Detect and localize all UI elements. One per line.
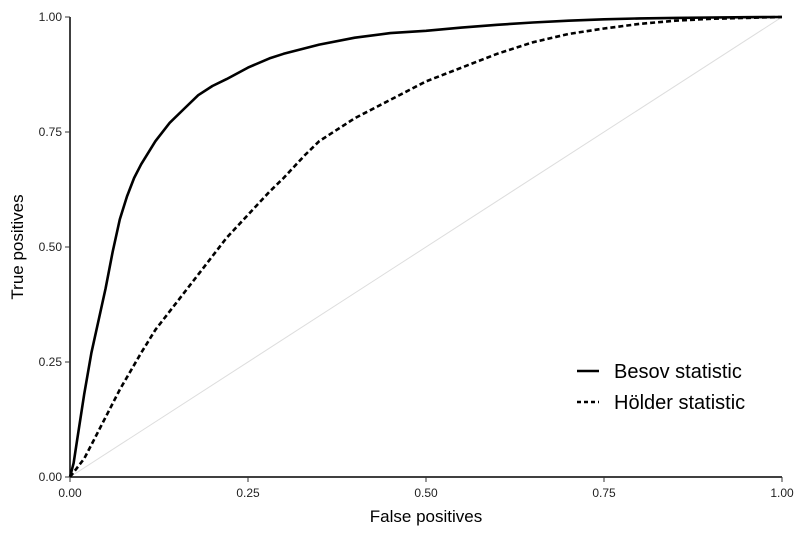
series-line-holder bbox=[68, 15, 783, 478]
series-line-besov bbox=[68, 15, 783, 478]
y-tick-label: 1.00 bbox=[39, 10, 63, 24]
x-axis-title: False positives bbox=[370, 507, 482, 526]
y-tick-label: 0.00 bbox=[39, 470, 63, 484]
x-tick-label: 1.00 bbox=[770, 486, 794, 500]
x-tick-label: 0.75 bbox=[592, 486, 616, 500]
y-tick-label: 0.25 bbox=[39, 355, 63, 369]
reference-diagonal-line bbox=[69, 16, 783, 478]
plot-area bbox=[68, 15, 783, 478]
x-tick-label: 0.00 bbox=[58, 486, 82, 500]
legend-label-holder: Hölder statistic bbox=[614, 392, 745, 414]
legend-label-besov: Besov statistic bbox=[614, 361, 742, 383]
x-tick-label: 0.25 bbox=[236, 486, 260, 500]
y-axis-title: True positives bbox=[8, 194, 27, 299]
y-tick-label: 0.75 bbox=[39, 125, 63, 139]
axes: 0.00 0.25 0.50 0.75 1.00 0.00 0.25 0.50 0.75 1.00 bbox=[39, 10, 794, 500]
legend: Besov statistic Hölder statistic bbox=[577, 361, 745, 414]
x-tick-label: 0.50 bbox=[414, 486, 438, 500]
y-tick-label: 0.50 bbox=[39, 240, 63, 254]
